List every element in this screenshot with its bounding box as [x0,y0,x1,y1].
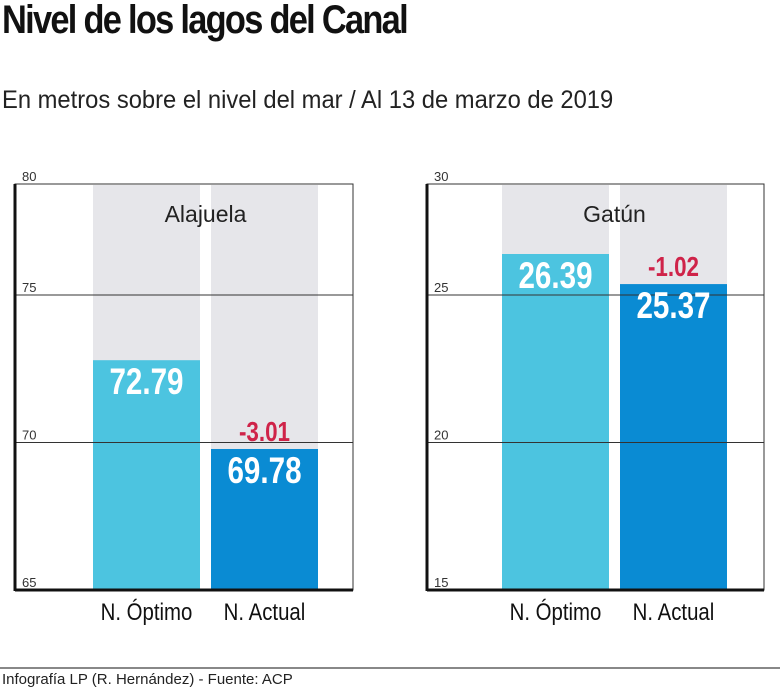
bar-actual [211,448,318,590]
y-tick-label: 20 [434,428,448,443]
category-label: N. Óptimo [510,598,602,625]
chart-title: Nivel de los lagos del Canal [2,0,409,42]
y-tick-label: 80 [22,169,36,184]
y-tick-label: 65 [22,575,36,590]
difference-label: -1.02 [648,252,699,283]
footer-divider [0,667,780,669]
charts-area: 65 70 75 80 Alajuela 72.79 N. Óptimo 69.78 N. Ac… [13,169,765,625]
category-label: N. Óptimo [101,598,193,625]
difference-label: -3.01 [239,417,290,448]
y-tick-label: 30 [434,169,448,184]
bar-actual [620,284,727,590]
y-tick-label: 25 [434,280,448,295]
bar-value-label: 72.79 [109,362,183,403]
footer-credit: Infografía LP (R. Hernández) - Fuente: A… [2,671,293,688]
category-label: N. Actual [633,598,715,625]
y-tick-label: 15 [434,575,448,590]
y-tick-label: 70 [22,428,36,443]
category-label: N. Actual [224,598,306,625]
lake-title: Gatún [583,201,646,227]
y-tick-label: 75 [22,280,36,295]
bar-value-label: 25.37 [636,286,710,327]
chart-subtitle: En metros sobre el nivel del mar / Al 13… [2,86,614,114]
bar-value-label: 69.78 [227,451,301,492]
bar-value-label: 26.39 [518,256,592,297]
bar-optimo [502,253,609,590]
lake-title: Alajuela [165,201,247,227]
bar-optimo [93,360,200,590]
